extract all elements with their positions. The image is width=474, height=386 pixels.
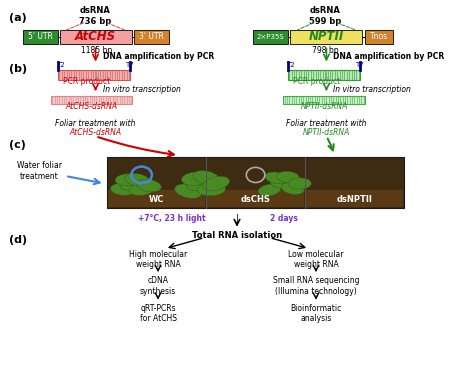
Text: T2: T2	[286, 62, 294, 68]
Ellipse shape	[129, 183, 155, 195]
Text: Tnos: Tnos	[370, 32, 388, 41]
FancyBboxPatch shape	[51, 96, 132, 104]
Text: PCR product: PCR product	[63, 77, 110, 86]
Text: (b): (b)	[9, 64, 27, 74]
Text: (d): (d)	[9, 235, 27, 245]
FancyBboxPatch shape	[107, 157, 404, 208]
Ellipse shape	[182, 172, 209, 185]
Text: High molecular
weight RNA: High molecular weight RNA	[129, 250, 187, 269]
Text: |: |	[236, 214, 238, 223]
Ellipse shape	[125, 173, 150, 186]
Text: (c): (c)	[9, 140, 26, 150]
Ellipse shape	[136, 179, 161, 192]
Text: dsNPTII: dsNPTII	[337, 195, 373, 204]
Text: dsRNA
599 bp: dsRNA 599 bp	[309, 6, 341, 25]
Ellipse shape	[115, 174, 141, 186]
Ellipse shape	[258, 184, 281, 196]
Text: Water foliar
treatment: Water foliar treatment	[17, 161, 62, 181]
FancyBboxPatch shape	[306, 190, 403, 207]
Text: DNA amplification by PCR: DNA amplification by PCR	[333, 52, 445, 61]
Text: AtCHS: AtCHS	[75, 30, 116, 43]
Ellipse shape	[110, 183, 136, 195]
Ellipse shape	[175, 184, 202, 198]
FancyBboxPatch shape	[291, 30, 363, 44]
Text: DNA amplification by PCR: DNA amplification by PCR	[102, 52, 214, 61]
Text: NPTII-dsRNA: NPTII-dsRNA	[301, 102, 348, 111]
Text: AtCHS-dsRNA: AtCHS-dsRNA	[66, 102, 118, 111]
Ellipse shape	[281, 183, 304, 195]
Text: 798 bp: 798 bp	[312, 46, 338, 55]
FancyBboxPatch shape	[23, 30, 58, 44]
FancyBboxPatch shape	[288, 70, 360, 80]
Text: (a): (a)	[9, 13, 27, 23]
Text: PCR product: PCR product	[293, 77, 340, 86]
Text: 2 days: 2 days	[270, 214, 297, 223]
Text: dsRNA
736 bp: dsRNA 736 bp	[79, 6, 111, 25]
Text: Foliar treatment with: Foliar treatment with	[55, 119, 136, 128]
FancyBboxPatch shape	[253, 30, 288, 44]
FancyBboxPatch shape	[60, 30, 132, 44]
Text: Low molecular
weight RNA: Low molecular weight RNA	[288, 250, 344, 269]
Text: qRT-PCRs
for AtCHS: qRT-PCRs for AtCHS	[139, 304, 176, 323]
FancyBboxPatch shape	[58, 70, 130, 80]
Text: 1185 bp: 1185 bp	[81, 46, 112, 55]
Ellipse shape	[120, 177, 145, 190]
Text: Bioinformatic
analysis: Bioinformatic analysis	[291, 304, 342, 323]
Text: dsCHS: dsCHS	[241, 195, 271, 204]
Text: Small RNA sequencing
(Illumina technology): Small RNA sequencing (Illumina technolog…	[273, 276, 359, 296]
Ellipse shape	[265, 172, 288, 184]
Text: |: |	[325, 70, 328, 79]
FancyBboxPatch shape	[283, 96, 365, 104]
Text: cDNA
synthesis: cDNA synthesis	[140, 276, 176, 296]
Text: T2: T2	[56, 62, 64, 68]
Ellipse shape	[288, 178, 311, 189]
Ellipse shape	[270, 176, 292, 188]
Text: AtCHS-dsRNA: AtCHS-dsRNA	[70, 127, 122, 137]
Text: NPTII-dsRNA: NPTII-dsRNA	[303, 127, 350, 137]
Text: T7: T7	[356, 62, 364, 68]
FancyBboxPatch shape	[134, 30, 169, 44]
Ellipse shape	[203, 176, 229, 191]
Text: Total RNA isolation: Total RNA isolation	[192, 231, 282, 240]
Text: WC: WC	[149, 195, 164, 204]
FancyBboxPatch shape	[365, 30, 392, 44]
FancyBboxPatch shape	[207, 190, 304, 207]
Ellipse shape	[198, 183, 225, 196]
Text: Foliar treatment with: Foliar treatment with	[286, 119, 367, 128]
Text: 2×P35S: 2×P35S	[257, 34, 284, 40]
Text: 3' UTR: 3' UTR	[139, 32, 164, 41]
Ellipse shape	[193, 171, 220, 185]
FancyBboxPatch shape	[108, 190, 205, 207]
Text: |: |	[95, 70, 98, 79]
Text: +7°C, 23 h light: +7°C, 23 h light	[138, 214, 206, 223]
Text: NPTII: NPTII	[309, 30, 344, 43]
Ellipse shape	[186, 176, 213, 191]
Text: T7: T7	[126, 62, 134, 68]
Ellipse shape	[276, 171, 300, 183]
Text: In vitro transcription: In vitro transcription	[333, 85, 411, 94]
Text: In vitro transcription: In vitro transcription	[102, 85, 181, 94]
Text: 5' UTR: 5' UTR	[28, 32, 53, 41]
